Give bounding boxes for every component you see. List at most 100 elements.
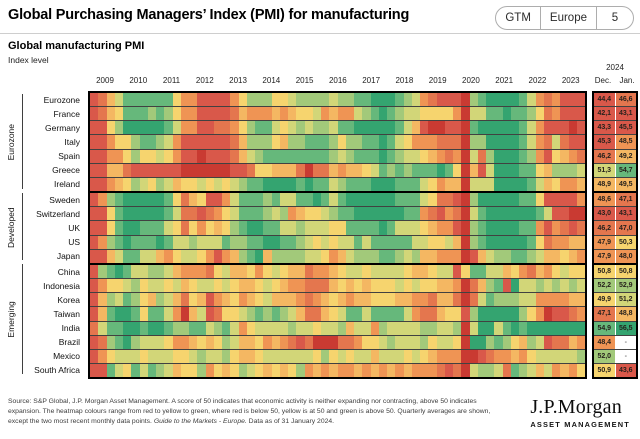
year-label: 2022 [528, 76, 547, 85]
heatmap-cell [494, 193, 503, 207]
heatmap-cell [411, 349, 420, 363]
heatmap-cell [345, 207, 354, 221]
heatmap-cell [197, 265, 206, 279]
heatmap-cell [321, 321, 330, 335]
heatmap-cell [90, 307, 99, 321]
heatmap-cell [411, 249, 420, 264]
heatmap-cell [494, 265, 503, 279]
heatmap-cell [263, 293, 272, 307]
jan-value: 47,1 [614, 193, 636, 207]
heatmap-cell [123, 221, 132, 235]
heatmap-cell [263, 265, 272, 279]
heatmap-cell [552, 279, 561, 293]
heatmap-cell [222, 349, 231, 363]
heatmap-cell [486, 265, 495, 279]
heatmap-cell [436, 177, 445, 191]
heatmap-cell [362, 349, 371, 363]
heatmap-cell [354, 107, 363, 121]
heatmap-cell [510, 163, 519, 177]
heatmap-cell [222, 93, 231, 107]
heatmap-cell [263, 349, 272, 363]
heatmap-cell [288, 177, 297, 191]
heatmap-cell [461, 193, 470, 207]
heatmap-cell [230, 307, 239, 321]
heatmap-cell [535, 121, 544, 135]
heatmap-cell [279, 349, 288, 363]
heatmap-cell [568, 207, 577, 221]
heatmap-cell [90, 321, 99, 335]
heatmap-cell [213, 121, 222, 135]
heatmap-cell [568, 163, 577, 177]
heatmap-cell [271, 149, 280, 163]
heatmap-cell [387, 363, 396, 377]
heatmap-cell [238, 363, 247, 377]
heatmap-cell [519, 363, 528, 377]
heatmap-cell [164, 177, 173, 191]
heatmap-cell [213, 335, 222, 349]
heatmap-cell [164, 335, 173, 349]
heatmap-cell [477, 279, 486, 293]
heatmap-cell [502, 363, 511, 377]
heatmap-cell [510, 107, 519, 121]
heatmap-cell [271, 307, 280, 321]
heatmap-cell [461, 207, 470, 221]
heatmap-cell [172, 193, 181, 207]
country-label: Taiwan [53, 308, 80, 319]
heatmap-cell [395, 279, 404, 293]
heatmap-row-greece [90, 162, 585, 177]
heatmap-cell [461, 249, 470, 264]
heatmap-cell [378, 207, 387, 221]
heatmap-cell [543, 265, 552, 279]
heatmap-cell [469, 93, 478, 107]
heatmap-cell [205, 121, 214, 135]
jan-value: 49,2 [614, 149, 636, 163]
heatmap-cell [461, 293, 470, 307]
heatmap-cell [395, 235, 404, 249]
heatmap-cell [263, 221, 272, 235]
heatmap-cell [180, 107, 189, 121]
heatmap-cell [502, 207, 511, 221]
heatmap-cell [519, 349, 528, 363]
heatmap-cell [189, 121, 198, 135]
heatmap-cell [345, 193, 354, 207]
heatmap-cell [156, 321, 165, 335]
heatmap-cell [411, 149, 420, 163]
heatmap-cell [527, 265, 536, 279]
heatmap-cell [279, 279, 288, 293]
heatmap-cell [494, 293, 503, 307]
heatmap-cell [123, 249, 132, 264]
heatmap-cell [312, 93, 321, 107]
heatmap-cell [222, 207, 231, 221]
heatmap-cell [312, 177, 321, 191]
heatmap-cell [568, 321, 577, 335]
heatmap-cell [147, 265, 156, 279]
heatmap-cell [329, 293, 338, 307]
heatmap-cell [560, 293, 569, 307]
heatmap-cell [90, 193, 99, 207]
heatmap-cell [139, 177, 148, 191]
heatmap-cell [436, 363, 445, 377]
heatmap-cell [444, 121, 453, 135]
heatmap-cell [172, 207, 181, 221]
heatmap-cell [387, 149, 396, 163]
heatmap-cell [288, 221, 297, 235]
group-label-developed: Developed [6, 207, 16, 249]
heatmap-cell [428, 149, 437, 163]
heatmap-cell [189, 135, 198, 149]
heatmap-cell [461, 363, 470, 377]
heatmap-cell [321, 121, 330, 135]
heatmap-cell [147, 177, 156, 191]
heatmap-cell [453, 207, 462, 221]
heatmap-cell [411, 121, 420, 135]
heatmap-cell [205, 149, 214, 163]
heatmap-cell [543, 221, 552, 235]
heatmap-cell [535, 293, 544, 307]
heatmap-cell [156, 335, 165, 349]
heatmap-cell [354, 221, 363, 235]
heatmap-cell [370, 193, 379, 207]
heatmap-cell [337, 335, 346, 349]
heatmap-cell [114, 149, 123, 163]
heatmap-cell [576, 163, 585, 177]
heatmap-cell [304, 93, 313, 107]
heatmap-cell [271, 207, 280, 221]
